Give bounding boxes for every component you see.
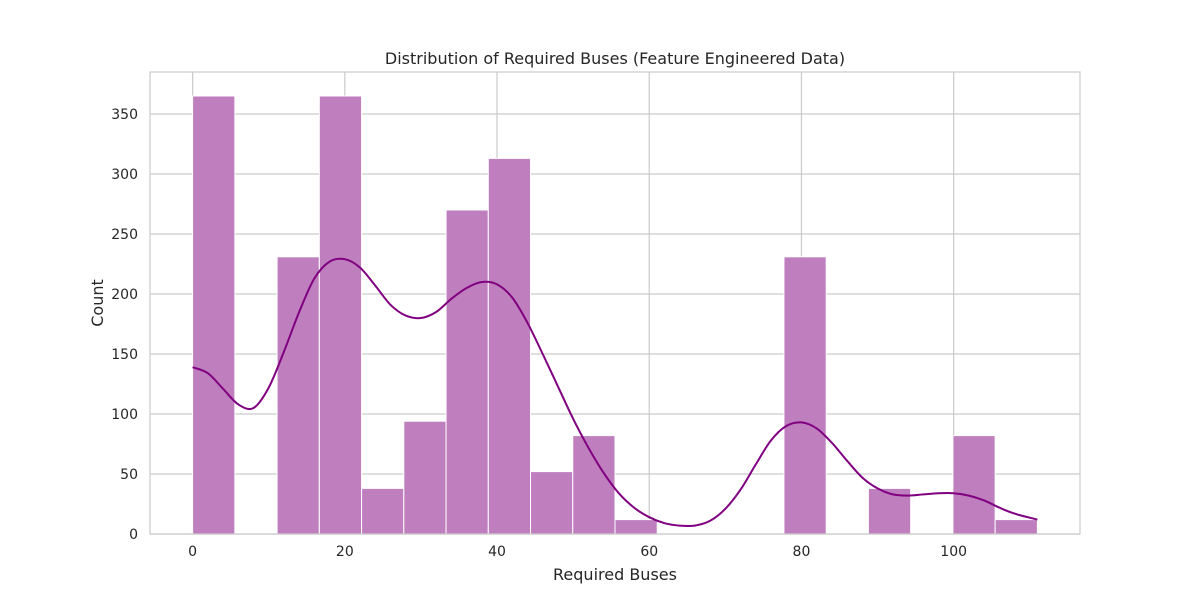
y-tick-label: 150 [111,347,138,363]
histogram-bar [318,95,363,535]
y-tick-label: 100 [111,407,138,423]
histogram-bar [530,471,574,535]
histogram-bar [361,487,405,535]
x-tick-label: 0 [188,544,197,560]
histogram-bar [783,256,827,535]
kde-curve-layer [192,257,1038,528]
x-tick-label: 40 [488,544,506,560]
histogram-bar [403,420,447,535]
y-tick-label: 250 [111,227,138,243]
histogram-bar [445,209,489,535]
histogram-bar [572,435,616,535]
plot-frame [149,71,1081,535]
x-tick-label: 20 [336,544,354,560]
y-tick-label: 300 [111,167,138,183]
x-axis-label: Required Buses [553,565,677,584]
histogram-bar [952,435,996,535]
histogram-bar [276,256,320,535]
y-tick-label: 0 [129,527,138,543]
x-tick-label: 100 [940,544,967,560]
y-tick-label: 200 [111,287,138,303]
x-tick-labels: 0 20 40 60 80 100 [188,544,967,560]
histogram-bar [994,519,1038,535]
histogram-bars [192,95,1038,535]
y-tick-labels: 0 50 100 150 200 250 300 350 [111,107,138,543]
y-axis-label: Count [88,279,107,327]
y-tick-label: 350 [111,107,138,123]
histogram-bar [487,157,532,535]
y-tick-label: 50 [120,467,138,483]
x-tick-label: 60 [640,544,658,560]
kde-curve [192,257,1038,528]
x-tick-label: 80 [793,544,811,560]
histogram-bar [614,519,658,535]
chart-title: Distribution of Required Buses (Feature … [385,49,845,68]
histogram-bar [192,95,236,535]
